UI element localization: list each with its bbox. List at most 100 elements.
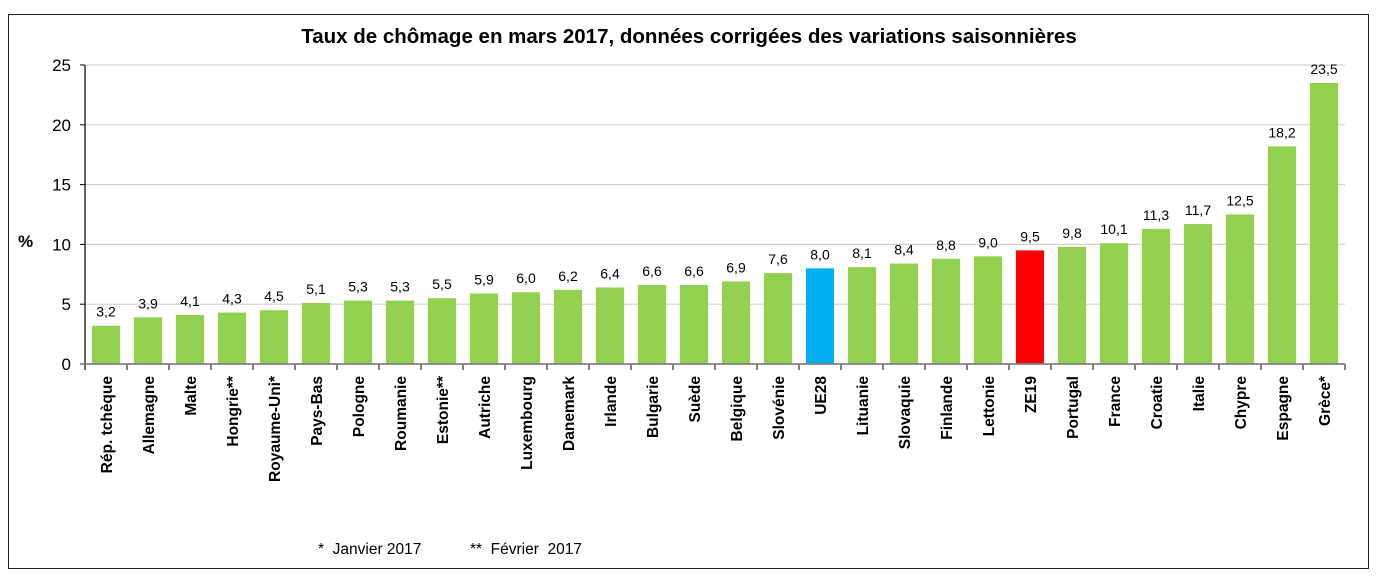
chart-title: Taux de chômage en mars 2017, données co… xyxy=(301,25,1077,48)
category-labels: Rép. tchèque Allemagne Malte Hongrie** Royau… xyxy=(99,375,1334,482)
category-label: Hongrie** xyxy=(225,375,242,447)
data-label: 7,6 xyxy=(768,251,788,267)
bar xyxy=(385,300,415,364)
chart-frame xyxy=(8,14,1369,569)
category-label: Autriche xyxy=(477,376,494,439)
category-label: Slovénie xyxy=(771,376,788,440)
category-label: Luxembourg xyxy=(519,376,536,470)
y-tick-label: 25 xyxy=(52,56,71,75)
data-label: 9,5 xyxy=(1020,228,1040,244)
data-label: 23,5 xyxy=(1310,61,1337,77)
data-label: 5,9 xyxy=(474,271,494,287)
data-label: 6,2 xyxy=(558,268,578,284)
data-label: 5,3 xyxy=(390,279,410,295)
category-label: Suède xyxy=(687,376,704,423)
bar xyxy=(679,285,709,364)
footnote-janvier: * Janvier 2017 xyxy=(318,541,422,558)
data-label: 3,2 xyxy=(96,304,116,320)
y-tick-label: 10 xyxy=(52,235,71,254)
data-label: 6,0 xyxy=(516,270,536,286)
gridlines xyxy=(85,64,1345,305)
footnote-fevrier: ** Février 2017 xyxy=(470,541,582,558)
data-label: 9,0 xyxy=(978,234,998,250)
category-label: Lettonie xyxy=(981,376,998,437)
bar xyxy=(931,258,961,364)
bar xyxy=(847,267,877,364)
data-label: 4,5 xyxy=(264,288,284,304)
bar xyxy=(469,293,499,364)
category-label: ZE19 xyxy=(1023,376,1040,413)
bar xyxy=(1267,146,1297,364)
data-label: 8,8 xyxy=(936,237,956,253)
y-tick-label: 15 xyxy=(52,176,71,195)
category-label: Roumanie xyxy=(393,376,410,451)
y-tick-label: 0 xyxy=(62,355,71,374)
data-label: 6,6 xyxy=(684,263,704,279)
bar xyxy=(343,300,373,364)
category-label: Italie xyxy=(1191,376,1208,412)
bar xyxy=(301,303,331,364)
data-label: 18,2 xyxy=(1268,124,1295,140)
y-tick-labels: 0 5 10 15 20 25 xyxy=(52,56,71,374)
data-label: 11,3 xyxy=(1143,207,1169,223)
category-label: Estonie** xyxy=(435,375,452,444)
category-label: Danemark xyxy=(561,376,578,451)
category-label: Malte xyxy=(183,376,200,416)
category-label: Irlande xyxy=(603,376,620,427)
category-label: Espagne xyxy=(1275,376,1292,441)
bar xyxy=(889,263,919,364)
category-label: Rép. tchèque xyxy=(99,376,116,474)
bar xyxy=(637,285,667,364)
data-label: 5,1 xyxy=(306,281,326,297)
data-label: 4,1 xyxy=(180,293,200,309)
category-label: Pologne xyxy=(351,376,368,438)
data-label: 11,7 xyxy=(1185,202,1211,218)
axes xyxy=(80,64,1346,370)
bar xyxy=(133,317,163,364)
data-label: 9,8 xyxy=(1062,225,1082,241)
category-label: UE28 xyxy=(813,376,830,415)
category-label: Portugal xyxy=(1065,376,1082,439)
data-label: 6,6 xyxy=(642,263,662,279)
category-label: Grèce* xyxy=(1317,375,1334,426)
category-label: France xyxy=(1107,376,1124,427)
bar xyxy=(553,289,583,364)
data-label: 6,9 xyxy=(726,259,746,275)
data-labels: 3,2 3,9 4,1 4,3 4,5 5,1 5,3 5,3 5,5 5,9 6,0 6,2 6,4 6… xyxy=(96,61,1338,320)
bar xyxy=(1099,243,1129,364)
data-label: 8,4 xyxy=(894,242,914,258)
y-axis-label: % xyxy=(18,232,34,251)
bar xyxy=(1183,224,1213,364)
y-tick-label: 5 xyxy=(62,295,71,314)
bars xyxy=(91,82,1339,364)
data-label: 5,5 xyxy=(432,276,452,292)
bar xyxy=(763,273,793,364)
category-label: Croatie xyxy=(1149,376,1166,430)
bar xyxy=(1057,246,1087,364)
bar xyxy=(1141,228,1171,364)
category-label: Royaume-Uni* xyxy=(267,375,284,482)
data-label: 10,1 xyxy=(1100,221,1127,237)
bar xyxy=(91,325,121,364)
category-label: Bulgarie xyxy=(645,376,662,438)
data-label: 4,3 xyxy=(222,291,242,307)
y-tick-label: 20 xyxy=(52,116,71,135)
category-label: Chypre xyxy=(1233,376,1250,430)
bar xyxy=(973,256,1003,364)
bar xyxy=(805,268,835,364)
category-label: Allemagne xyxy=(141,376,158,455)
category-label: Slovaquie xyxy=(897,376,914,450)
bar xyxy=(1015,250,1045,364)
bar xyxy=(1309,82,1339,364)
bar xyxy=(217,312,247,364)
bar xyxy=(259,310,289,364)
category-label: Belgique xyxy=(729,376,746,442)
bar xyxy=(1225,214,1255,364)
bar xyxy=(721,281,751,364)
data-label: 3,9 xyxy=(138,295,158,311)
bar xyxy=(595,287,625,364)
data-label: 12,5 xyxy=(1226,193,1253,209)
bar xyxy=(511,292,541,364)
bar xyxy=(175,314,205,364)
